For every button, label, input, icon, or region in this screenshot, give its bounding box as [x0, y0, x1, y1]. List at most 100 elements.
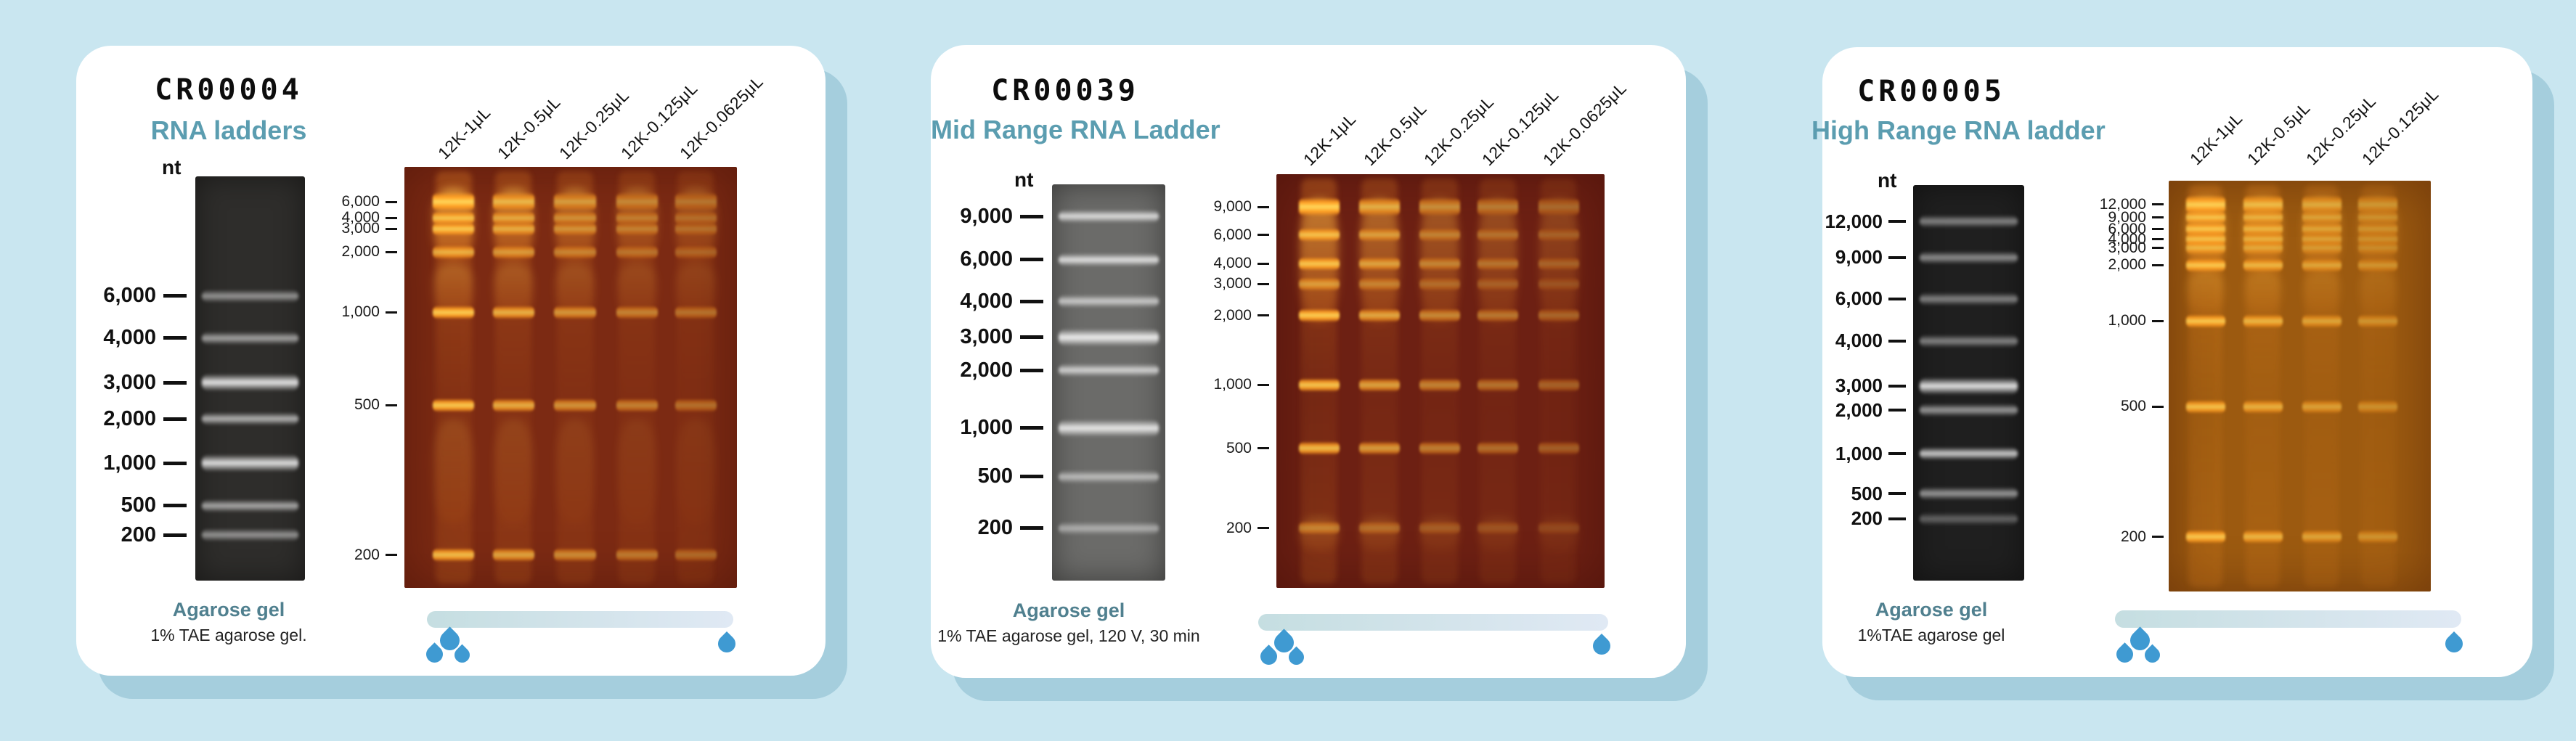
size-marker-label: 4,000: [1835, 329, 1883, 352]
gel-band: [492, 221, 534, 236]
marker-tick: [386, 227, 397, 230]
marker-tick: [163, 504, 187, 508]
size-marker-label: 2,000: [103, 406, 156, 430]
size-marker-label: 500: [121, 494, 156, 517]
product-code: CR00039: [991, 74, 1139, 107]
gel-lane: [432, 167, 476, 588]
size-marker-label: 3,000: [1213, 275, 1252, 292]
lane-smear: [495, 171, 532, 584]
lane-labels: 12K-1μL 12K-0.5μL 12K-0.25μL 12K-0.125μL: [2169, 67, 2442, 171]
ladder-band: [1059, 295, 1159, 308]
size-marker-row: 500: [266, 394, 397, 416]
marker-tick: [163, 417, 187, 421]
water-droplet-icon: [714, 631, 739, 656]
size-marker-row: 6,000: [2031, 218, 2164, 240]
gel-band: [2243, 399, 2283, 414]
gel-band: [2358, 399, 2397, 414]
size-marker-row: 2,000: [76, 406, 187, 430]
size-marker-row: 3,000: [931, 325, 1043, 348]
gel-lane: [674, 167, 717, 588]
ladder-band: [1920, 377, 2018, 395]
marker-tick: [386, 250, 397, 253]
gel-band: [1298, 277, 1340, 291]
size-marker-row: 9,000: [1136, 196, 1269, 218]
size-marker-label: 4,000: [1213, 255, 1252, 272]
size-marker-row: 9,000: [2031, 207, 2164, 229]
marker-tick: [2152, 216, 2164, 219]
ladder-gel-image: [1052, 184, 1165, 581]
size-marker-row: 4,000: [266, 207, 397, 229]
gel-band: [674, 305, 717, 319]
gel-band: [1419, 441, 1461, 456]
footer-title: Agarose gel: [1875, 599, 1988, 621]
marker-tick: [2152, 319, 2164, 322]
marker-tick: [386, 216, 397, 219]
size-marker-label: 200: [2120, 528, 2146, 545]
size-marker-row: 2,000: [2031, 254, 2164, 276]
footer-note: 1%TAE agarose gel: [1857, 626, 2005, 644]
marker-tick: [2152, 263, 2164, 266]
marker-tick: [1020, 368, 1043, 372]
product-code: CR00005: [1857, 75, 2005, 108]
gel-band: [1477, 521, 1519, 536]
gel-condition-footer: Agarose gel 1%TAE agarose gel: [1822, 599, 2040, 645]
size-marker-row: 1,000: [1136, 374, 1269, 396]
size-marker-row: 2,000: [1136, 305, 1269, 327]
size-marker-row: 200: [1136, 517, 1269, 539]
size-marker-label: 200: [1851, 507, 1883, 530]
marker-tick: [163, 380, 187, 385]
gel-lane: [2357, 181, 2398, 591]
ladder-band: [202, 499, 298, 512]
ladder-gel-image: [195, 176, 305, 581]
lane-smear: [1538, 517, 1578, 551]
unit-label: nt: [1878, 169, 1897, 192]
size-marker-row: 3,000: [76, 371, 187, 394]
lane-smear: [2303, 271, 2341, 313]
lane-smear: [677, 171, 714, 584]
size-marker-label: 500: [1851, 482, 1883, 504]
water-droplets-high-icon: [1257, 629, 1308, 671]
ladder-band: [202, 289, 298, 303]
lane-smear: [675, 188, 716, 260]
size-marker-row: 9,000: [931, 205, 1043, 228]
gel-band: [554, 398, 596, 412]
gel-band: [1477, 256, 1519, 271]
gel-lane: [492, 167, 535, 588]
marker-tick: [1888, 297, 1906, 300]
gel-band: [2358, 222, 2397, 237]
ladder-gel-image: [1913, 185, 2024, 581]
gel-band: [1298, 521, 1340, 536]
size-marker-row: 6,000: [931, 247, 1043, 271]
gel-band: [1298, 308, 1340, 323]
gel-band: [1358, 441, 1401, 456]
water-droplet-low-icon: [714, 631, 766, 673]
gel-band: [2243, 530, 2283, 544]
gel-band: [433, 398, 475, 412]
marker-tick: [1258, 527, 1269, 530]
gel-band: [616, 210, 658, 225]
marker-tick: [163, 533, 187, 537]
marker-tick: [1020, 335, 1043, 340]
marker-tick: [1258, 262, 1269, 265]
gel-band: [1477, 228, 1519, 242]
size-marker-label: 12,000: [2099, 195, 2146, 213]
size-marker-row: 6,000: [266, 191, 397, 213]
ladder-band: [202, 331, 298, 345]
marker-tick: [386, 311, 397, 314]
gel-band: [433, 221, 475, 236]
gel-size-markers: 12,000 9,000 6,000 4,000 3,000 2,000 1,000 500 2…: [2031, 181, 2164, 591]
gel-lane: [1297, 174, 1340, 588]
size-marker-label: 200: [121, 523, 156, 546]
panel-card-cr00005: CR00005 High Range RNA ladder nt 12,000 9…: [1811, 47, 2532, 677]
water-droplet-low-icon: [1589, 634, 1641, 675]
size-marker-row: 1,000: [931, 416, 1043, 439]
lane-smear: [1478, 517, 1518, 551]
product-subtitle: Mid Range RNA Ladder: [931, 115, 1220, 144]
ladder-band: [202, 412, 298, 426]
size-marker-row: 12,000: [1811, 210, 1906, 232]
panel-card-cr00004: CR00004 RNA ladders nt 6,000 4,000 3,000 2,…: [76, 46, 826, 676]
ladder-band: [1920, 447, 2018, 461]
size-marker-label: 3,000: [1835, 374, 1883, 397]
footer-note: 1% TAE agarose gel.: [150, 626, 307, 644]
gel-band: [492, 548, 534, 562]
